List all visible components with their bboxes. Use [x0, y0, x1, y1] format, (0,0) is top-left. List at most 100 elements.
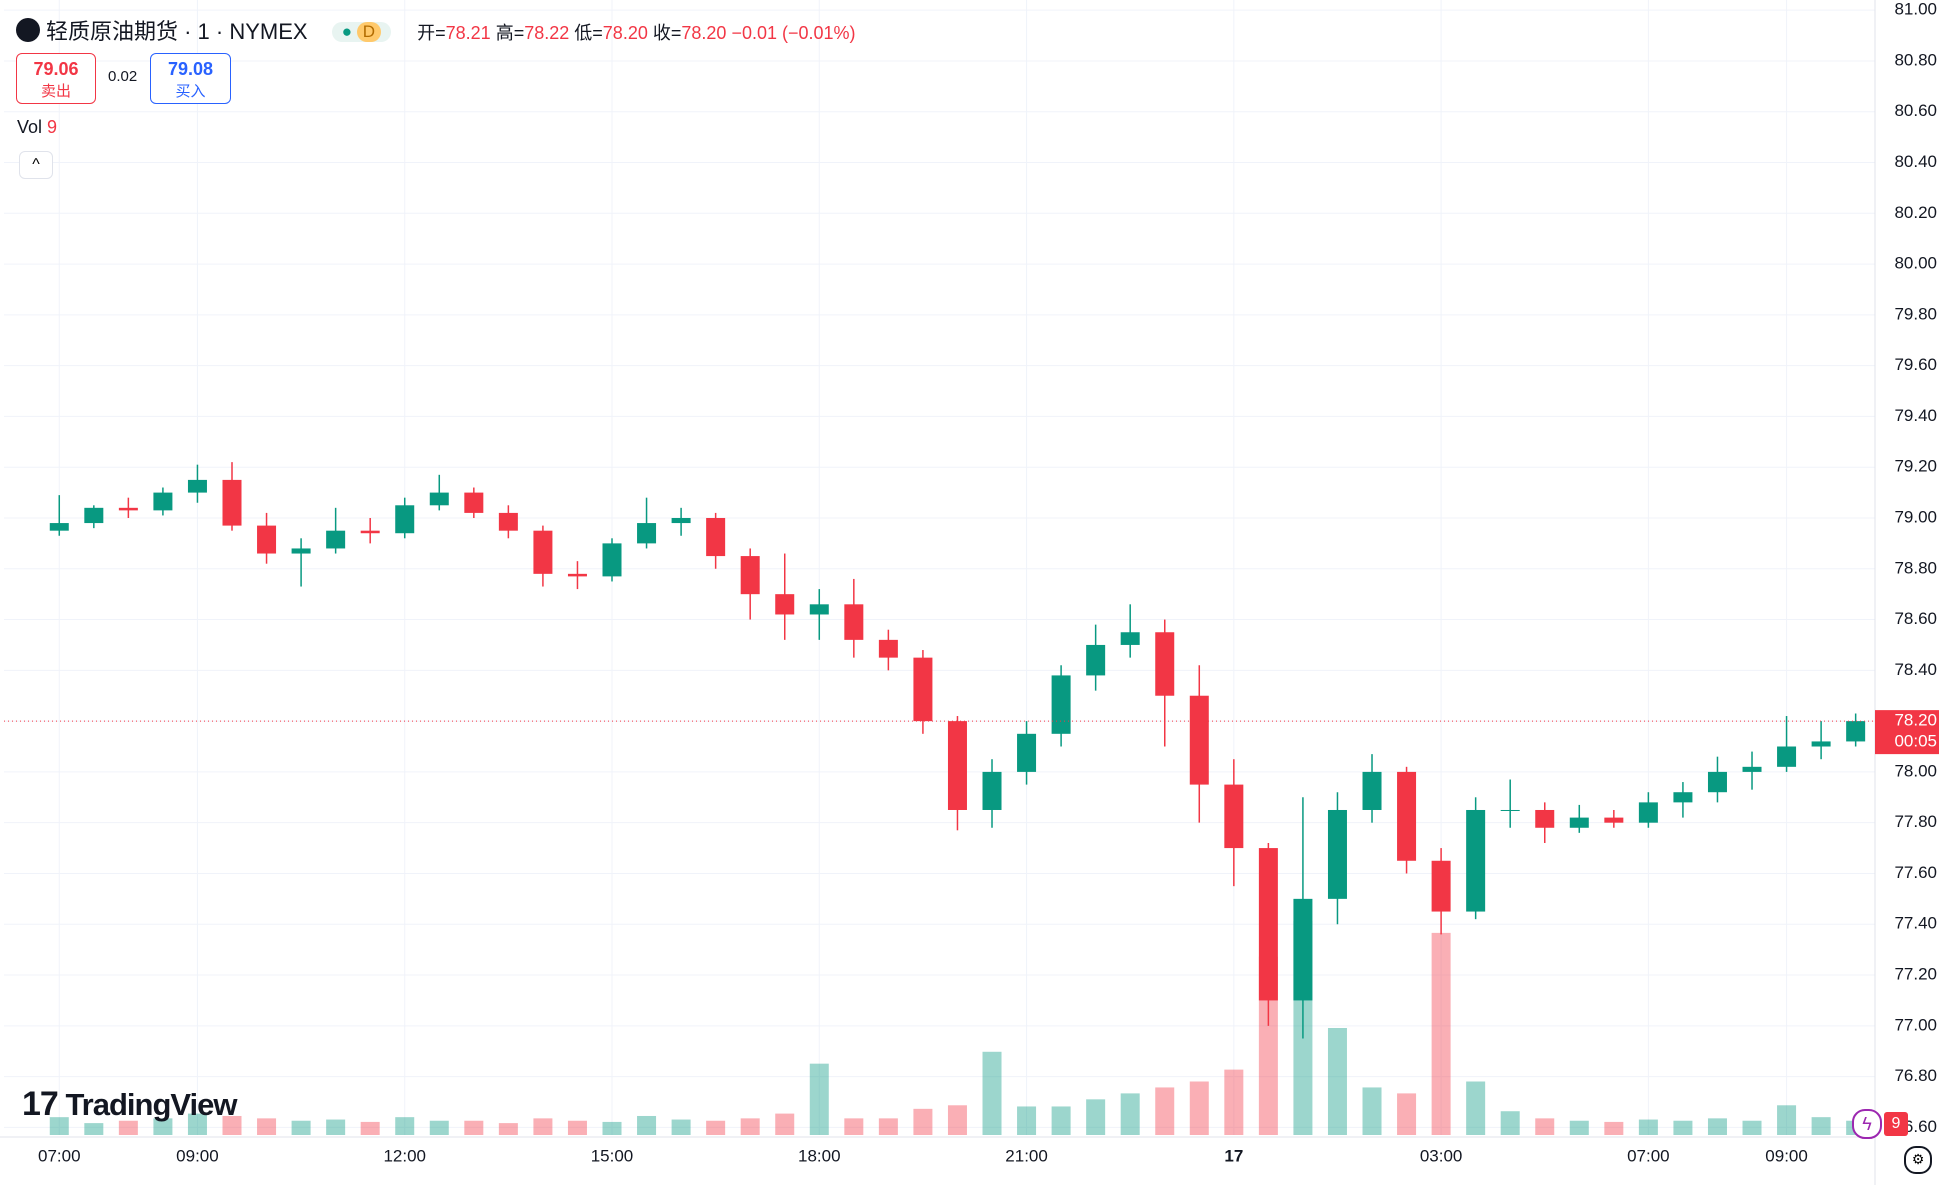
candle-body: [222, 479, 242, 526]
candle-body: [1707, 771, 1727, 793]
candle-body: [1086, 644, 1106, 676]
volume-bar: [1535, 1118, 1555, 1135]
candle-body: [187, 479, 207, 493]
y-tick-label: 80.60: [1894, 101, 1937, 120]
volume-bar: [1224, 1069, 1244, 1135]
candle-body: [1811, 741, 1831, 747]
volume-bar: [153, 1118, 173, 1135]
volume-bar: [982, 1051, 1002, 1135]
volume-bar: [118, 1120, 138, 1135]
x-tick-label: 09:00: [1765, 1146, 1808, 1165]
ohlc-legend: 开=78.21 高=78.22 低=78.20 收=78.20 −0.01 (−…: [417, 23, 855, 43]
candle-body: [1535, 809, 1555, 828]
volume-bar: [1569, 1120, 1589, 1135]
open-label: 开=: [417, 23, 446, 43]
candle-body: [1397, 771, 1417, 861]
volume-bar: [706, 1120, 726, 1135]
volume-bar: [49, 1117, 69, 1135]
y-tick-label: 78.00: [1894, 761, 1937, 780]
volume-bar: [1673, 1120, 1693, 1135]
y-tick-label: 78.40: [1894, 660, 1937, 679]
volume-bar: [1397, 1093, 1417, 1135]
settings-button[interactable]: ⚙: [1904, 1146, 1932, 1174]
status-pill[interactable]: ● D: [331, 22, 391, 42]
candle-body: [1224, 784, 1244, 849]
y-tick-label: 80.00: [1894, 254, 1937, 273]
volume-bar: [291, 1120, 311, 1135]
volume-bar: [222, 1115, 242, 1135]
sell-button[interactable]: 79.06 卖出: [16, 53, 96, 104]
candle-body: [84, 507, 104, 524]
candle-body: [1742, 766, 1762, 772]
candle-body: [1155, 632, 1175, 696]
candle-body: [1604, 817, 1624, 823]
candle-body: [1017, 733, 1037, 772]
x-tick-label: 07:00: [38, 1146, 81, 1165]
volume-bar: [602, 1121, 622, 1135]
candle-body: [1466, 809, 1486, 912]
volume-bar: [533, 1118, 553, 1135]
alert-badge[interactable]: 9: [1884, 1112, 1908, 1136]
symbol-title[interactable]: 轻质原油期货 · 1 · NYMEX: [46, 19, 308, 44]
candle-body: [533, 530, 553, 574]
candle-body: [1569, 817, 1589, 828]
volume-bar: [740, 1118, 760, 1135]
volume-label: Vol: [17, 117, 43, 137]
candle-body: [1500, 809, 1520, 811]
volume-bar: [1051, 1106, 1071, 1135]
candle-body: [498, 512, 518, 531]
candle-body: [326, 530, 346, 549]
candle-body: [1777, 746, 1797, 767]
volume-bar: [257, 1118, 277, 1135]
candle-body: [1846, 721, 1866, 742]
lightning-button[interactable]: ϟ: [1852, 1109, 1882, 1139]
volume-legend: Vol 9: [17, 117, 57, 138]
volume-bar: [637, 1115, 657, 1135]
candle-body: [1362, 771, 1382, 810]
sell-label: 卖出: [40, 83, 71, 100]
close-label: 收=: [652, 23, 682, 43]
candle-body: [1258, 848, 1278, 1001]
candle-body: [1638, 802, 1658, 823]
spread: 0.02: [108, 68, 138, 85]
volume-bar: [1086, 1099, 1106, 1135]
countdown-label: 00:05: [1894, 732, 1937, 751]
candle-body: [49, 523, 69, 531]
open-value: 78.21: [445, 23, 491, 43]
candle-body: [1120, 632, 1140, 645]
volume-bar: [844, 1118, 864, 1135]
volume-bar: [1120, 1093, 1140, 1135]
x-tick-label: 07:00: [1627, 1146, 1670, 1165]
volume-bar: [395, 1117, 415, 1135]
y-tick-label: 76.80: [1894, 1066, 1937, 1085]
candle-body: [775, 594, 795, 615]
last-price-label: 78.20: [1894, 711, 1937, 730]
volume-bar: [913, 1108, 933, 1135]
candle-body: [809, 604, 829, 615]
y-tick-label: 79.60: [1894, 355, 1937, 374]
y-tick-label: 79.00: [1894, 507, 1937, 526]
volume-bar: [1777, 1105, 1797, 1135]
buy-button[interactable]: 79.08 买入: [150, 53, 231, 104]
y-tick-label: 77.40: [1894, 914, 1937, 933]
candle-body: [602, 543, 622, 577]
y-tick-label: 78.60: [1894, 609, 1937, 628]
candle-body: [257, 525, 277, 554]
volume-bar: [947, 1105, 967, 1135]
low-value: 78.20: [602, 23, 648, 43]
sell-price: 79.06: [33, 59, 79, 79]
candle-body: [1189, 695, 1209, 785]
candle-body: [671, 517, 691, 524]
candle-body: [1327, 809, 1347, 899]
watermark-text: TradingView: [65, 1087, 237, 1122]
volume-bar: [1258, 956, 1278, 1135]
candle-body: [878, 639, 898, 658]
candle-body: [1293, 898, 1313, 1001]
volume-bar: [84, 1123, 104, 1135]
candle-body: [118, 507, 138, 511]
collapse-button[interactable]: ^: [19, 151, 53, 179]
candle-body: [1051, 675, 1071, 734]
volume-bar: [1500, 1111, 1520, 1135]
